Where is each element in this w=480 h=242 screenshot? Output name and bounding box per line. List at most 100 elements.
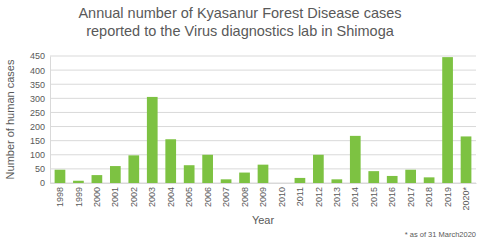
y-tick-label: 400	[30, 65, 45, 75]
y-tick-label: 100	[30, 150, 45, 160]
y-tick: 150	[30, 136, 50, 146]
y-tick: 200	[30, 122, 50, 132]
y-tick-label: 250	[30, 108, 45, 118]
x-tick: 2003	[147, 183, 157, 207]
bar	[442, 57, 453, 183]
bar	[350, 136, 361, 183]
grid-line	[50, 154, 476, 155]
bar	[387, 176, 398, 183]
bar	[128, 155, 139, 183]
y-tick: 100	[30, 150, 50, 160]
title-line: Annual number of Kyasanur Forest Disease…	[78, 5, 401, 21]
bar	[276, 183, 287, 184]
grid-line	[50, 126, 476, 127]
grid-line	[50, 140, 476, 141]
x-tick-label: 2008	[240, 187, 250, 207]
x-tick: 2001	[110, 183, 120, 207]
title: Annual number of Kyasanur Forest Disease…	[78, 5, 401, 39]
x-tick: 2007	[221, 183, 231, 207]
y-tick: 350	[30, 80, 50, 90]
x-tick: 2009	[258, 183, 268, 207]
x-tick-label: 2004	[166, 187, 176, 207]
bar	[258, 165, 269, 183]
x-tick-label: 2019	[443, 187, 453, 207]
y-axis-line	[50, 57, 51, 184]
x-tick-label: 2005	[184, 187, 194, 207]
y-tick-label: 350	[30, 80, 45, 90]
x-axis-line	[51, 183, 477, 184]
y-axis: 0 50 100 150 200 250 300 350 400 450	[30, 51, 51, 188]
bar	[313, 155, 324, 183]
bar	[295, 178, 306, 183]
y-tick: 300	[30, 94, 50, 104]
x-tick-label: 2003	[147, 187, 157, 207]
title-line: reported to the Virus diagnostics lab in…	[86, 23, 395, 39]
y-tick-label: 0	[40, 178, 45, 188]
x-tick: 1998	[55, 183, 65, 207]
grid-line	[50, 70, 476, 71]
y-tick-label: 200	[30, 122, 45, 132]
x-tick: 2020*	[461, 183, 471, 211]
y-tick-label: 300	[30, 94, 45, 104]
x-tick: 2014	[350, 183, 360, 207]
y-tick: 450	[30, 51, 50, 61]
bar	[184, 165, 195, 183]
x-tick-label: 2012	[314, 187, 324, 207]
x-tick-label: 1999	[74, 187, 84, 207]
x-tick-label: 2000	[92, 187, 102, 207]
bar	[55, 170, 66, 183]
annotation: * as of 31 March2020	[405, 230, 476, 239]
x-tick-label: 2009	[258, 187, 268, 207]
x-tick-label: 2002	[129, 187, 139, 207]
x-tick: 2011	[295, 183, 305, 206]
x-axis: 1998 1999 2000 2001 2002 2003 2004 2005 2006 2007…	[51, 183, 477, 211]
y-tick-label: 450	[30, 51, 45, 61]
x-tick: 2017	[406, 183, 416, 207]
x-tick-label: 2013	[332, 187, 342, 207]
y-tick: 50	[35, 164, 50, 174]
chart: Annual number of Kyasanur Forest Disease…	[0, 0, 480, 242]
x-tick: 2015	[369, 183, 379, 207]
x-tick: 2000	[92, 183, 102, 207]
x-tick: 2010	[277, 183, 287, 207]
bar	[147, 97, 158, 183]
grid	[50, 56, 476, 183]
x-tick-label: 2010	[277, 187, 287, 207]
bar	[73, 181, 84, 183]
x-tick-label: 2017	[406, 187, 416, 207]
grid-line	[50, 56, 476, 57]
x-tick: 2008	[240, 183, 250, 207]
x-tick-label: 2007	[221, 187, 231, 207]
bar	[461, 136, 472, 183]
x-tick: 2005	[184, 183, 194, 207]
x-tick: 2019	[443, 183, 453, 207]
x-tick-label: 2015	[369, 187, 379, 207]
grid-line	[50, 84, 476, 85]
bar	[331, 179, 342, 183]
x-tick-label: 2014	[350, 187, 360, 207]
y-tick-label: 150	[30, 136, 45, 146]
x-tick: 1999	[74, 183, 84, 207]
bar	[92, 175, 103, 183]
x-tick-label: 2020*	[461, 187, 471, 211]
x-tick-label: 2018	[424, 187, 434, 207]
y-tick: 400	[30, 65, 50, 75]
grid-line	[50, 98, 476, 99]
bars	[55, 57, 472, 183]
x-tick: 2006	[203, 183, 213, 207]
bar	[424, 177, 435, 183]
bar	[405, 170, 416, 183]
bar	[165, 139, 176, 183]
x-axis-title: Year	[252, 214, 275, 226]
bar	[239, 173, 250, 183]
x-tick: 2012	[314, 183, 324, 207]
x-tick: 2013	[332, 183, 342, 207]
x-tick: 2004	[166, 183, 176, 207]
bar	[368, 171, 379, 183]
x-tick: 2018	[424, 183, 434, 207]
y-tick: 0	[40, 178, 50, 188]
bar	[221, 179, 232, 183]
x-tick-label: 1998	[55, 187, 65, 207]
grid-line	[50, 112, 476, 113]
x-tick: 2016	[387, 183, 397, 207]
